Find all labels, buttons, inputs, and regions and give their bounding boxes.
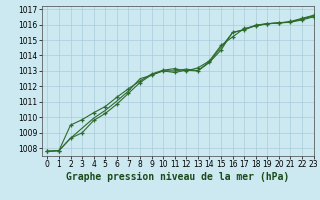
X-axis label: Graphe pression niveau de la mer (hPa): Graphe pression niveau de la mer (hPa) [66,172,289,182]
